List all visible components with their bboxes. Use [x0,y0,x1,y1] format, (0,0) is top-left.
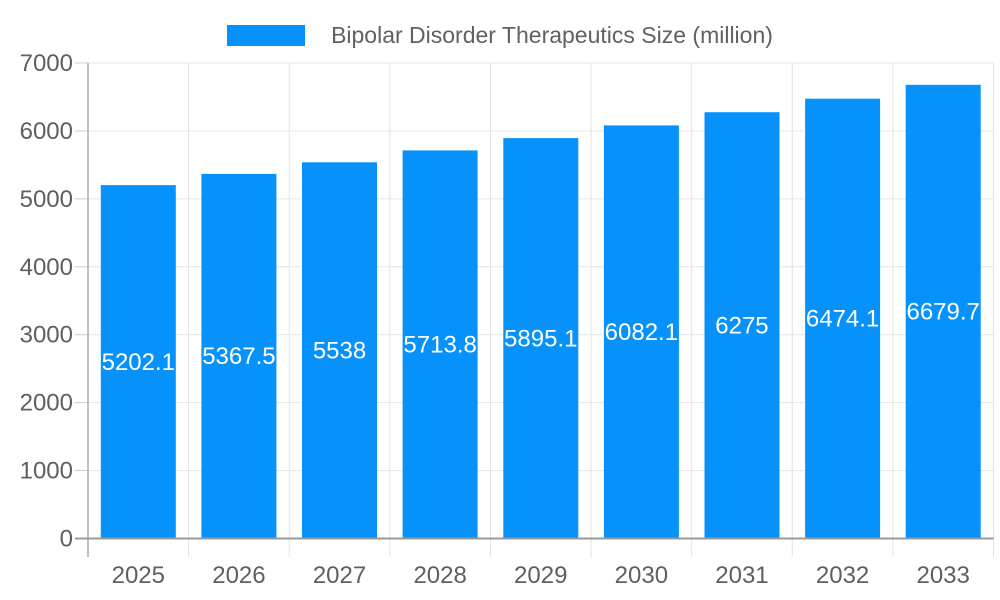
x-axis-label-2029: 2029 [514,562,567,589]
bar-2030[interactable] [603,125,679,539]
bar-2033[interactable] [905,84,981,539]
bar-2031[interactable] [704,112,780,539]
bar-value-label-2031: 6275 [715,312,768,339]
y-axis-label-1000: 1000 [20,458,73,485]
bar-2028[interactable] [402,150,478,539]
bar-value-label-2029: 5895.1 [504,325,577,352]
x-axis-label-2028: 2028 [413,562,466,589]
bar-value-label-2032: 6474.1 [806,306,879,333]
y-axis-label-2000: 2000 [20,390,73,417]
legend-swatch[interactable] [227,25,306,46]
bar-2025[interactable] [100,185,176,539]
y-axis-label-0: 0 [60,526,73,553]
x-axis-label-2030: 2030 [615,562,668,589]
x-axis-label-2026: 2026 [212,562,265,589]
bar-value-label-2026: 5367.5 [202,343,275,370]
legend: Bipolar Disorder Therapeutics Size (mill… [0,22,1000,49]
x-axis-label-2025: 2025 [112,562,165,589]
bar-2032[interactable] [805,98,881,539]
bar-value-label-2033: 6679.7 [906,299,979,326]
y-axis-label-6000: 6000 [20,118,73,145]
legend-series-label[interactable]: Bipolar Disorder Therapeutics Size (mill… [331,22,773,48]
bar-2027[interactable] [302,162,377,539]
x-axis-label-2032: 2032 [816,562,869,589]
y-axis-label-4000: 4000 [20,254,73,281]
bar-2026[interactable] [201,173,277,539]
bar-value-label-2025: 5202.1 [102,349,175,376]
bar-value-label-2027: 5538 [313,337,366,364]
bar-2029[interactable] [503,138,579,539]
x-axis-label-2027: 2027 [313,562,366,589]
y-axis-label-7000: 7000 [20,50,73,77]
x-axis-label-2031: 2031 [715,562,768,589]
bar-value-label-2030: 6082.1 [605,319,678,346]
bar-value-label-2028: 5713.8 [403,331,476,358]
x-axis-label-2033: 2033 [916,562,969,589]
y-axis-label-3000: 3000 [20,322,73,349]
y-axis-label-5000: 5000 [20,186,73,213]
